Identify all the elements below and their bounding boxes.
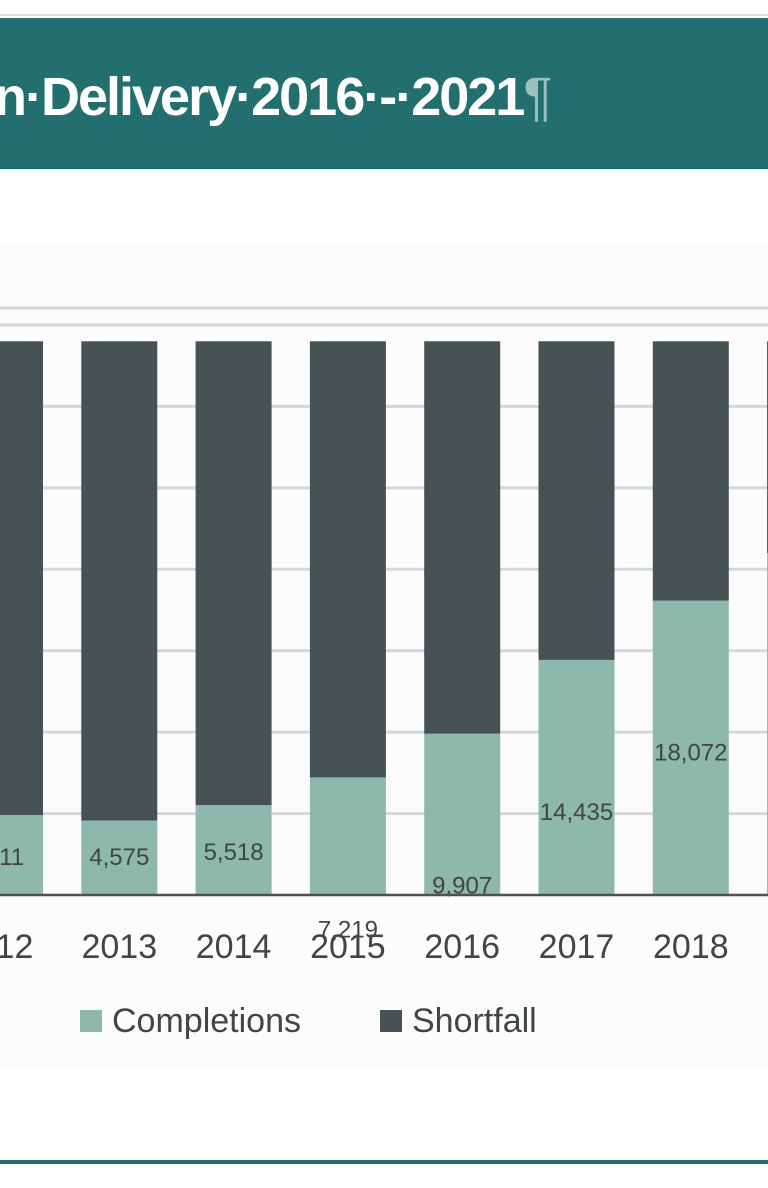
x-tick-label-2014: 2014 (196, 928, 272, 966)
data-label-completions-2018: 18,072 (654, 740, 727, 767)
header-banner: n·Delivery·2016·-·2021¶ (0, 18, 768, 169)
x-tick-label-2017: 2017 (539, 928, 615, 966)
bar-completions-2018 (652, 600, 729, 895)
x-tick-label-2013: 2013 (81, 928, 157, 966)
bar-shortfall-2015 (309, 341, 386, 778)
legend-shortfall-label: Shortfall (412, 1002, 537, 1040)
bar-completions-2012 (0, 815, 43, 895)
legend-shortfall-swatch (380, 1010, 402, 1032)
bar-completions-2017 (538, 659, 615, 895)
bar-completions-2014 (195, 805, 272, 895)
bar-shortfall-2012 (0, 341, 43, 816)
data-label-completions-2014: 5,518 (204, 839, 264, 866)
bar-shortfall-2014 (195, 341, 272, 806)
page-title: n·Delivery·2016·-·2021¶ (0, 67, 552, 127)
bar-shortfall-2013 (81, 341, 158, 821)
x-tick-label-2018: 2018 (653, 928, 729, 966)
data-label-completions-2017: 14,435 (540, 799, 613, 826)
bar-shortfall-2017 (538, 341, 615, 660)
bar-shortfall-2016 (424, 341, 501, 734)
x-tick-label-2012: 012 (0, 928, 33, 966)
title-fragment: n (0, 67, 27, 127)
bottom-rule (0, 1160, 768, 1164)
x-tick-label-2016: 2016 (424, 928, 500, 966)
bar-completions-2016 (424, 733, 501, 895)
pilcrow-mark: ¶ (523, 67, 552, 127)
bar-completions-2013 (81, 820, 158, 895)
bar-shortfall-2018 (652, 341, 729, 601)
data-label-completions-2012: 911 (0, 844, 24, 871)
legend-completions-label: Completions (112, 1002, 301, 1040)
bar-completions-2015 (309, 777, 386, 895)
top-rule (0, 14, 768, 16)
data-label-completions-2015: 7,219 (318, 916, 378, 943)
title-text: ·Delivery·2016·-·2021 (25, 67, 525, 127)
data-label-completions-2013: 4,575 (89, 844, 149, 871)
legend-completions-swatch (80, 1010, 102, 1032)
x-tick-label-2015: 2015 (310, 928, 386, 966)
